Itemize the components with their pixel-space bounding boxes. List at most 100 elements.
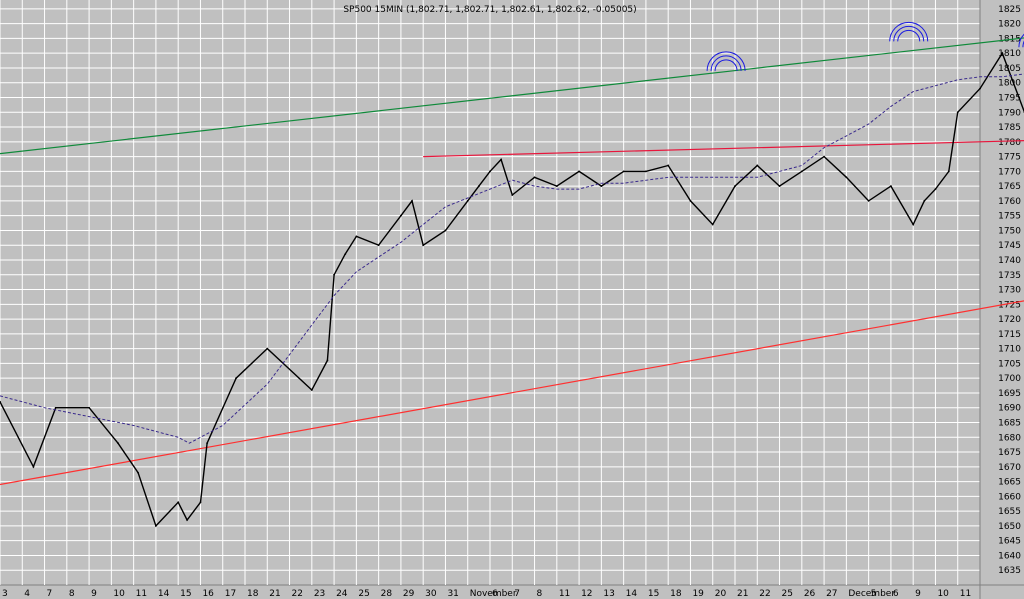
x-tick-label: 8 <box>537 589 543 599</box>
price-point <box>500 158 503 161</box>
price-point <box>137 471 139 474</box>
y-tick-label: 1760 <box>998 197 1021 207</box>
price-point <box>422 244 425 247</box>
x-tick-label: December <box>848 589 895 599</box>
price-point <box>235 377 237 380</box>
y-tick-label: 1810 <box>998 49 1021 59</box>
price-point <box>326 359 329 362</box>
x-tick-label: 30 <box>425 589 437 599</box>
upper-trendline <box>0 37 1024 155</box>
y-tick-label: 1725 <box>998 300 1021 310</box>
x-tick-label: 7 <box>514 589 520 599</box>
price-point <box>477 185 480 188</box>
x-tick-label: 26 <box>804 589 816 599</box>
price-line <box>0 51 1024 528</box>
y-tick-label: 1745 <box>998 241 1021 251</box>
top-arc <box>714 59 738 71</box>
price-point <box>823 155 825 158</box>
price-point <box>845 176 848 179</box>
top-arc <box>1018 33 1024 48</box>
price-point <box>466 200 469 202</box>
price-point <box>266 347 269 350</box>
y-tick-label: 1755 <box>998 212 1021 222</box>
y-axis-labels: 1635 1640 1645 1650 1655 1660 1665 1670 1675 1680… <box>998 5 1021 576</box>
y-tick-label: 1750 <box>998 226 1021 236</box>
price-point <box>622 170 625 173</box>
y-tick-label: 1675 <box>998 448 1021 458</box>
x-tick-label: 15 <box>648 589 659 599</box>
price-point <box>444 229 447 232</box>
price-point <box>934 188 937 190</box>
y-tick-label: 1705 <box>998 359 1021 369</box>
y-tick-label: 1740 <box>998 256 1021 266</box>
y-tick-label: 1710 <box>998 345 1021 355</box>
price-point <box>355 235 358 238</box>
price-point <box>206 442 209 445</box>
x-tick-label: 11 <box>559 589 570 599</box>
price-point <box>333 273 335 276</box>
y-tick-label: 1800 <box>998 79 1021 89</box>
price-point <box>734 185 736 188</box>
y-tick-label: 1715 <box>998 330 1021 340</box>
price-point <box>645 170 647 173</box>
y-tick-label: 1690 <box>998 404 1021 414</box>
price-point <box>979 87 981 90</box>
y-tick-label: 1635 <box>998 566 1021 576</box>
top-arc <box>893 25 925 42</box>
price-point <box>711 223 714 226</box>
price-point <box>88 406 90 409</box>
y-tick-label: 1695 <box>998 389 1021 399</box>
top-arcs <box>706 21 1024 71</box>
y-tick-label: 1660 <box>998 492 1021 502</box>
x-tick-label: 25 <box>782 589 793 599</box>
price-point <box>578 170 580 173</box>
x-tick-label: 19 <box>692 589 704 599</box>
x-tick-label: 12 <box>581 589 592 599</box>
y-tick-label: 1640 <box>998 551 1021 561</box>
price-point <box>923 200 926 202</box>
y-tick-label: 1680 <box>998 433 1021 443</box>
lower-trendline <box>0 300 1024 486</box>
chart-title: SP500 15MIN (1,802.71, 1,802.71, 1,802.6… <box>343 5 636 15</box>
price-point <box>947 170 950 173</box>
y-tick-label: 1670 <box>998 463 1021 473</box>
price-point <box>800 170 803 173</box>
y-tick-label: 1770 <box>998 167 1021 177</box>
x-tick-label: 22 <box>292 589 303 599</box>
price-point <box>310 389 313 391</box>
price-point <box>667 164 670 167</box>
x-tick-label: 21 <box>269 589 280 599</box>
y-tick-label: 1765 <box>998 182 1021 192</box>
x-tick-label: 20 <box>715 589 727 599</box>
x-tick-label: 10 <box>113 589 125 599</box>
x-tick-label: 9 <box>915 589 921 599</box>
price-point <box>912 223 915 226</box>
x-tick-label: 28 <box>381 589 393 599</box>
x-tick-label: 11 <box>960 589 971 599</box>
x-tick-label: 22 <box>759 589 770 599</box>
price-point <box>756 164 759 167</box>
x-tick-label: 17 <box>225 589 236 599</box>
y-tick-label: 1650 <box>998 522 1021 532</box>
y-tick-label: 1820 <box>998 20 1021 30</box>
price-point <box>533 176 536 179</box>
price-point <box>344 253 347 255</box>
price-point <box>400 214 402 217</box>
price-point <box>1001 52 1004 55</box>
trendlines <box>0 37 1024 486</box>
x-tick-label: 11 <box>136 589 147 599</box>
x-tick-label: 8 <box>69 589 75 599</box>
x-tick-label: 4 <box>24 589 30 599</box>
price-point <box>155 525 157 527</box>
price-point <box>600 185 603 188</box>
x-tick-label: 9 <box>91 589 97 599</box>
price-point <box>555 185 558 188</box>
price-point <box>199 501 202 504</box>
price-point <box>377 244 380 247</box>
price-point <box>689 200 692 202</box>
price-point <box>186 519 188 521</box>
x-tick-label: 14 <box>626 589 638 599</box>
price-point <box>117 442 119 445</box>
price-point <box>411 200 413 202</box>
price-point <box>0 400 1 403</box>
